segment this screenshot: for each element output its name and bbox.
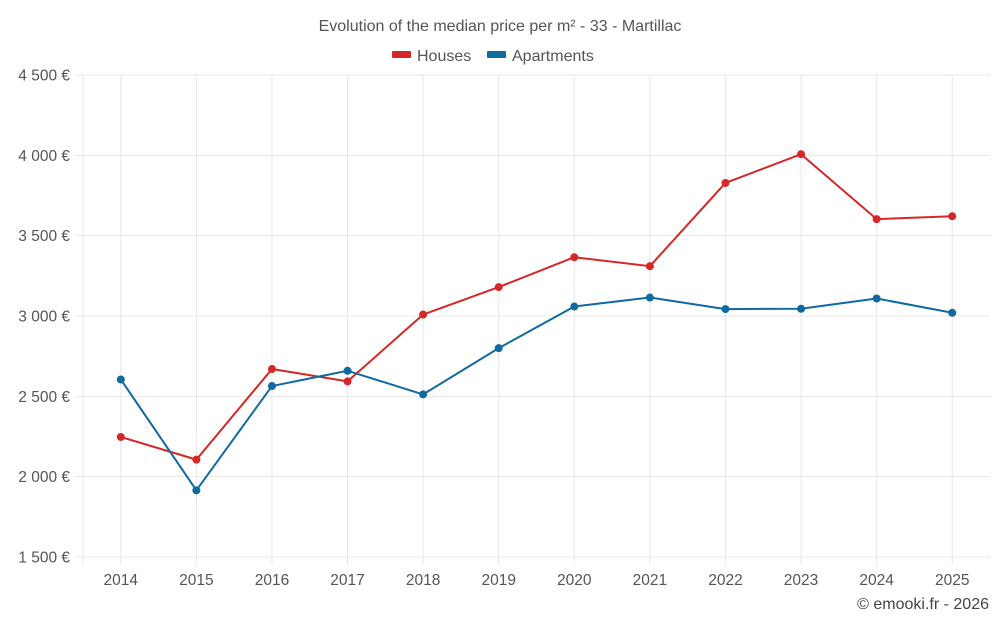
x-tick-label: 2014 xyxy=(104,572,139,589)
legend-label: Apartments xyxy=(512,48,594,65)
y-tick-label: 3 500 € xyxy=(18,228,70,245)
data-point-houses-2014 xyxy=(116,432,125,441)
data-point-houses-2025 xyxy=(948,212,957,221)
data-point-apartments-2015 xyxy=(192,486,201,495)
data-point-apartments-2018 xyxy=(419,390,428,399)
chart-title: Evolution of the median price per m² - 3… xyxy=(319,18,682,35)
x-axis: 2014 2015 2016 2017 2018 2019 2020 2021 2022 2023… xyxy=(104,572,970,589)
credit-text: © emooki.fr - 2026 xyxy=(857,596,989,613)
x-tick-label: 2023 xyxy=(784,572,818,589)
x-tick-label: 2019 xyxy=(481,572,515,589)
data-point-houses-2016 xyxy=(267,365,276,374)
x-tick-label: 2015 xyxy=(179,572,213,589)
series-line-apartments xyxy=(119,296,953,492)
data-point-apartments-2017 xyxy=(343,366,352,375)
x-tick-label: 2017 xyxy=(330,572,364,589)
data-point-apartments-2021 xyxy=(645,293,654,302)
series-houses xyxy=(116,150,957,464)
data-point-houses-2024 xyxy=(872,215,881,224)
series-group xyxy=(116,150,957,495)
data-point-apartments-2024 xyxy=(872,294,881,303)
y-tick-label: 1 500 € xyxy=(18,550,70,567)
legend: Houses Apartments xyxy=(392,48,594,65)
data-point-apartments-2023 xyxy=(797,304,806,313)
y-tick-label: 2 000 € xyxy=(18,469,70,486)
data-point-apartments-2022 xyxy=(721,305,730,314)
data-point-houses-2023 xyxy=(797,150,806,159)
data-point-apartments-2016 xyxy=(267,382,276,391)
x-tick-label: 2020 xyxy=(557,572,592,589)
data-point-houses-2019 xyxy=(494,283,503,292)
series-line-houses xyxy=(120,153,953,461)
x-tick-label: 2016 xyxy=(255,572,289,589)
legend-item-apartments: Apartments xyxy=(487,48,594,65)
x-tick-label: 2018 xyxy=(406,572,440,589)
x-tick-label: 2024 xyxy=(859,572,894,589)
data-point-apartments-2019 xyxy=(494,344,503,353)
data-point-apartments-2020 xyxy=(570,302,579,311)
legend-swatch-houses xyxy=(392,51,411,58)
data-point-houses-2021 xyxy=(645,262,654,271)
x-tick-label: 2025 xyxy=(935,572,969,589)
y-tick-label: 2 500 € xyxy=(18,389,70,406)
y-tick-label: 3 000 € xyxy=(18,309,70,326)
legend-item-houses: Houses xyxy=(392,48,471,65)
legend-label: Houses xyxy=(417,48,471,65)
data-point-houses-2017 xyxy=(343,377,352,386)
data-point-houses-2015 xyxy=(192,455,201,464)
x-tick-label: 2021 xyxy=(633,572,667,589)
gridlines xyxy=(75,74,990,565)
y-tick-label: 4 500 € xyxy=(18,68,70,85)
series-apartments xyxy=(116,293,957,495)
data-point-houses-2018 xyxy=(419,310,428,319)
data-point-houses-2020 xyxy=(570,253,579,262)
x-tick-label: 2022 xyxy=(708,572,742,589)
data-point-apartments-2025 xyxy=(948,308,957,317)
data-point-apartments-2014 xyxy=(116,375,125,384)
y-axis: 1 500 € 2 000 € 2 500 € 3 000 € 3 500 € 4 000… xyxy=(18,68,70,567)
y-tick-label: 4 000 € xyxy=(18,148,70,165)
data-point-houses-2022 xyxy=(721,178,730,187)
legend-swatch-apartments xyxy=(487,51,506,58)
